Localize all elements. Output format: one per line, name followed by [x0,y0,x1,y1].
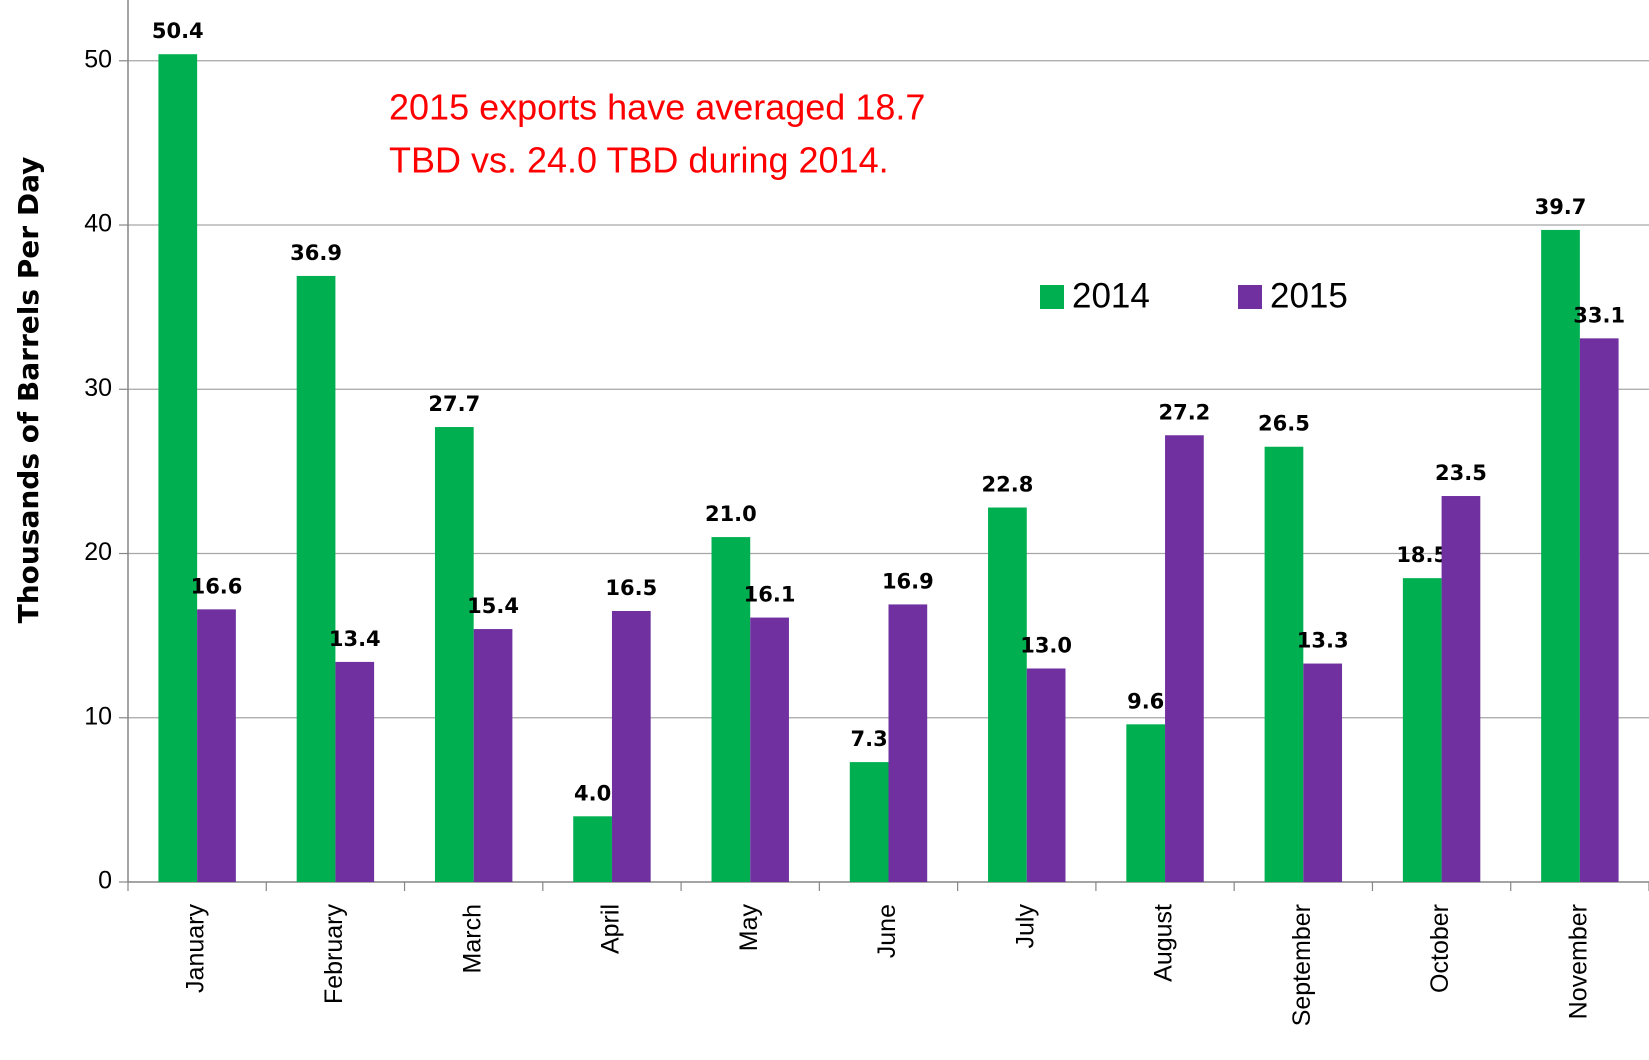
annotation: TBD vs. 24.0 TBD during 2014. [389,140,889,181]
value-label: 13.0 [1020,633,1072,657]
bar [1441,496,1481,882]
bar [711,537,751,882]
bar [1165,435,1204,882]
value-label: 36.9 [290,241,342,265]
bar [335,661,375,882]
y-tick-label: 10 [84,702,112,730]
bar [611,610,651,882]
y-tick-label: 30 [84,374,112,402]
value-label: 4.0 [574,781,611,805]
value-label: 16.5 [605,576,657,600]
x-tick-label: July [1011,904,1039,949]
bar [573,816,612,882]
x-tick-label: June [873,904,901,958]
bar [888,604,928,882]
value-label: 16.6 [191,574,243,598]
y-tick-label: 0 [98,867,112,895]
x-tick-label: September [1288,904,1316,1026]
value-label: 27.2 [1158,400,1210,424]
bar [1126,724,1166,882]
bar [1402,578,1442,882]
value-label: 27.7 [428,392,480,416]
value-label: 21.0 [705,502,757,526]
x-tick-label: May [735,904,763,952]
y-tick-label: 20 [84,538,112,566]
bar [296,275,336,882]
y-axis-title: Thousands of Barrels Per Day [12,157,45,624]
value-label: 22.8 [982,473,1034,497]
bar [158,54,198,883]
value-label: 50.4 [152,19,204,43]
y-tick-label: 40 [84,210,112,238]
bar [849,762,889,882]
value-label: 9.6 [1127,689,1164,713]
bar [1264,446,1304,882]
legend-swatch [1238,285,1262,309]
bar [988,507,1027,882]
value-label: 16.1 [744,583,796,607]
x-tick-label: October [1426,904,1454,993]
value-label: 18.5 [1396,543,1448,567]
value-label: 16.9 [882,569,934,593]
bar [473,629,513,882]
bar [1541,229,1580,882]
value-label: 33.1 [1573,303,1625,327]
value-label: 23.5 [1435,461,1487,485]
bar [434,427,474,882]
x-tick-label: April [597,904,625,954]
x-tick-label: January [182,904,210,993]
bar [1026,668,1066,882]
legend-label: 2014 [1072,276,1150,315]
x-tick-label: November [1564,904,1592,1019]
value-label: 13.3 [1297,629,1349,653]
value-label: 13.4 [329,627,381,651]
bar [1579,338,1619,882]
value-label: 7.3 [851,727,888,751]
annotation: 2015 exports have averaged 18.7 [389,87,925,128]
legend-label: 2015 [1270,276,1348,315]
x-tick-label: February [320,904,348,1005]
value-label: 39.7 [1535,195,1587,219]
bar [750,617,789,882]
bar [1303,663,1343,882]
y-tick-label: 50 [84,45,112,73]
value-label: 15.4 [467,594,519,618]
legend-swatch [1040,285,1064,309]
x-tick-label: March [458,904,486,973]
bar [197,609,236,882]
value-label: 26.5 [1258,412,1310,436]
x-tick-label: August [1150,904,1178,982]
